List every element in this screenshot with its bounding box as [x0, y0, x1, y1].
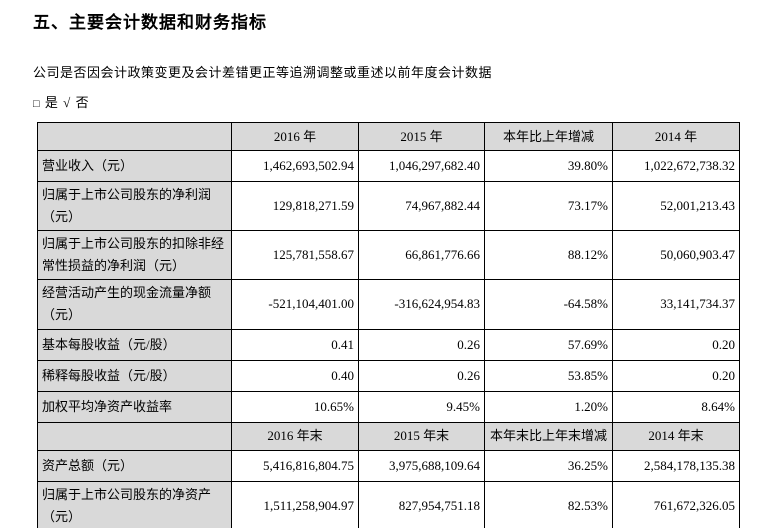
table-row-revenue: 营业收入（元） 1,462,693,502.94 1,046,297,682.4…	[37, 150, 740, 182]
row-label-cell: 基本每股收益（元/股）	[37, 328, 232, 361]
row-label-cell: 资产总额（元）	[37, 449, 232, 482]
row-label-cell: 加权平均净资产收益率	[37, 390, 232, 423]
value-cell-2016: 0.40	[231, 359, 359, 392]
header-yearend-2016: 2016 年末	[231, 421, 359, 451]
value-cell-2014: 8.64%	[612, 390, 740, 423]
row-label-cell: 归属于上市公司股东的扣除非经常性损益的净利润（元）	[37, 230, 232, 281]
table-row-net-assets: 归属于上市公司股东的净资产（元） 1,511,258,904.97 827,95…	[37, 480, 740, 528]
value-cell-2016: 125,781,558.67	[231, 230, 359, 281]
table-row-diluted-eps: 稀释每股收益（元/股） 0.40 0.26 53.85% 0.20	[37, 359, 740, 392]
value-cell-2014: 52,001,213.43	[612, 180, 740, 232]
restatement-question: 公司是否因会计政策变更及会计差错更正等追溯调整或重述以前年度会计数据	[33, 65, 493, 80]
value-cell-2014: 0.20	[612, 328, 740, 361]
value-cell-2016: 129,818,271.59	[231, 180, 359, 232]
value-cell-2016: 5,416,816,804.75	[231, 449, 359, 482]
value-cell-change: 53.85%	[484, 359, 613, 392]
header-yearend-2015: 2015 年末	[358, 421, 485, 451]
value-cell-2014: 0.20	[612, 359, 740, 392]
value-cell-2016: 10.65%	[231, 390, 359, 423]
value-cell-2016: 1,511,258,904.97	[231, 480, 359, 528]
row-label-cell: 经营活动产生的现金流量净额（元）	[37, 279, 232, 330]
value-cell-2014: 50,060,903.47	[612, 230, 740, 281]
row-label-cell: 归属于上市公司股东的净资产（元）	[37, 480, 232, 528]
header-empty-cell	[37, 421, 232, 451]
value-cell-2015: 1,046,297,682.40	[358, 150, 485, 182]
value-cell-2014: 1,022,672,738.32	[612, 150, 740, 182]
value-cell-2015: 827,954,751.18	[358, 480, 485, 528]
header-year-2014: 2014 年	[612, 122, 740, 151]
table-row-basic-eps: 基本每股收益（元/股） 0.41 0.26 57.69% 0.20	[37, 328, 740, 361]
header-year-2015: 2015 年	[358, 122, 485, 151]
value-cell-2014: 33,141,734.37	[612, 279, 740, 330]
value-cell-2016: -521,104,401.00	[231, 279, 359, 330]
value-cell-change: 36.25%	[484, 449, 613, 482]
value-cell-2014: 761,672,326.05	[612, 480, 740, 528]
header-yearend-2014: 2014 年末	[612, 421, 740, 451]
value-cell-2016: 0.41	[231, 328, 359, 361]
row-label-cell: 营业收入（元）	[37, 150, 232, 182]
value-cell-2015: 9.45%	[358, 390, 485, 423]
row-label-cell: 归属于上市公司股东的净利润（元）	[37, 180, 232, 232]
header-year-2016: 2016 年	[231, 122, 359, 151]
choice-yes-label: 是	[44, 95, 59, 110]
value-cell-change: 88.12%	[484, 230, 613, 281]
value-cell-2015: -316,624,954.83	[358, 279, 485, 330]
table-header-row-yearend: 2016 年末 2015 年末 本年末比上年末增减 2014 年末	[37, 421, 740, 451]
value-cell-2015: 0.26	[358, 328, 485, 361]
table-row-weighted-avg-roe: 加权平均净资产收益率 10.65% 9.45% 1.20% 8.64%	[37, 390, 740, 423]
value-cell-change: 1.20%	[484, 390, 613, 423]
value-cell-change: 82.53%	[484, 480, 613, 528]
yes-no-choice-line: □ 是 √ 否	[33, 92, 775, 111]
value-cell-2015: 3,975,688,109.64	[358, 449, 485, 482]
header-yoy-change: 本年比上年增减	[484, 122, 613, 151]
section-title: 五、主要会计数据和财务指标	[33, 13, 267, 33]
header-yearend-change: 本年末比上年末增减	[484, 421, 613, 451]
table-header-row-annual: 2016 年 2015 年 本年比上年增减 2014 年	[37, 122, 740, 151]
row-label-cell: 稀释每股收益（元/股）	[37, 359, 232, 392]
value-cell-2015: 74,967,882.44	[358, 180, 485, 232]
value-cell-change: 73.17%	[484, 180, 613, 232]
value-cell-2015: 0.26	[358, 359, 485, 392]
table-row-net-profit-excl-nonrecurring: 归属于上市公司股东的扣除非经常性损益的净利润（元） 125,781,558.67…	[37, 230, 740, 281]
value-cell-2016: 1,462,693,502.94	[231, 150, 359, 182]
financial-indicators-table: 2016 年 2015 年 本年比上年增减 2014 年 营业收入（元） 1,4…	[37, 122, 740, 528]
checkbox-unchecked-icon: □	[33, 98, 41, 110]
value-cell-change: -64.58%	[484, 279, 613, 330]
value-cell-change: 39.80%	[484, 150, 613, 182]
header-empty-cell	[37, 122, 232, 151]
table-row-operating-cash-flow: 经营活动产生的现金流量净额（元） -521,104,401.00 -316,62…	[37, 279, 740, 330]
choice-no-label: 否	[75, 95, 90, 110]
table-row-net-profit: 归属于上市公司股东的净利润（元） 129,818,271.59 74,967,8…	[37, 180, 740, 232]
table-row-total-assets: 资产总额（元） 5,416,816,804.75 3,975,688,109.6…	[37, 449, 740, 482]
checkmark-icon: √	[63, 95, 72, 110]
value-cell-2015: 66,861,776.66	[358, 230, 485, 281]
value-cell-change: 57.69%	[484, 328, 613, 361]
value-cell-2014: 2,584,178,135.38	[612, 449, 740, 482]
